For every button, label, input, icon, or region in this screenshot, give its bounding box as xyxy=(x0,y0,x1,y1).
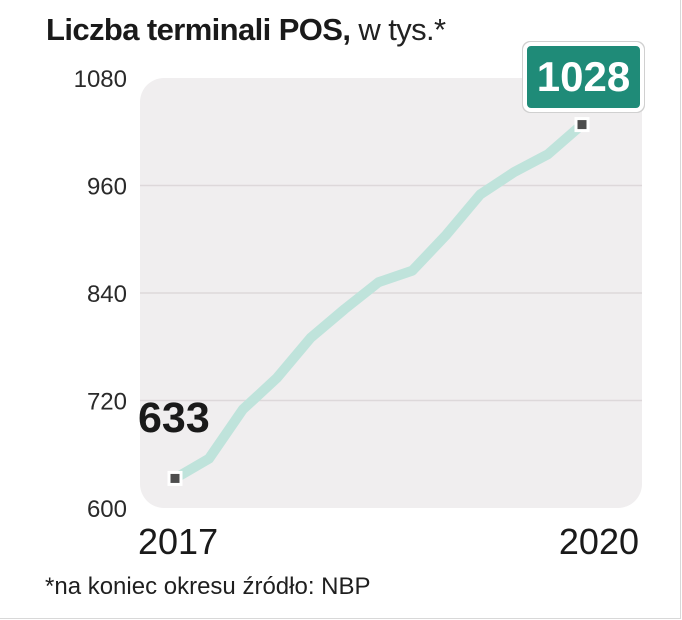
y-tick-label-840: 840 xyxy=(87,281,127,308)
chart-layer: 600 720 840 960 1080 633 1028 2017 2020 xyxy=(74,41,645,562)
start-point-marker xyxy=(167,470,183,486)
chart-title: Liczba terminali POS, w tys.* xyxy=(46,12,446,48)
y-tick-label-960: 960 xyxy=(87,174,127,201)
footnote: *na koniec okresu źródło: NBP xyxy=(45,573,371,600)
end-point-marker xyxy=(574,117,590,133)
series-line xyxy=(170,119,587,484)
x-start-label: 2017 xyxy=(138,521,218,562)
y-tick-label-720: 720 xyxy=(87,389,127,416)
end-value-label: 1028 xyxy=(537,53,630,100)
start-value-label: 633 xyxy=(138,394,210,442)
y-tick-label-600: 600 xyxy=(87,496,127,523)
chart-title-main: Liczba terminali POS, xyxy=(46,12,351,47)
chart-title-unit: w tys.* xyxy=(358,12,446,47)
y-tick-label-1080: 1080 xyxy=(74,66,127,93)
x-end-label: 2020 xyxy=(559,521,639,562)
end-value-badge xyxy=(523,42,644,112)
